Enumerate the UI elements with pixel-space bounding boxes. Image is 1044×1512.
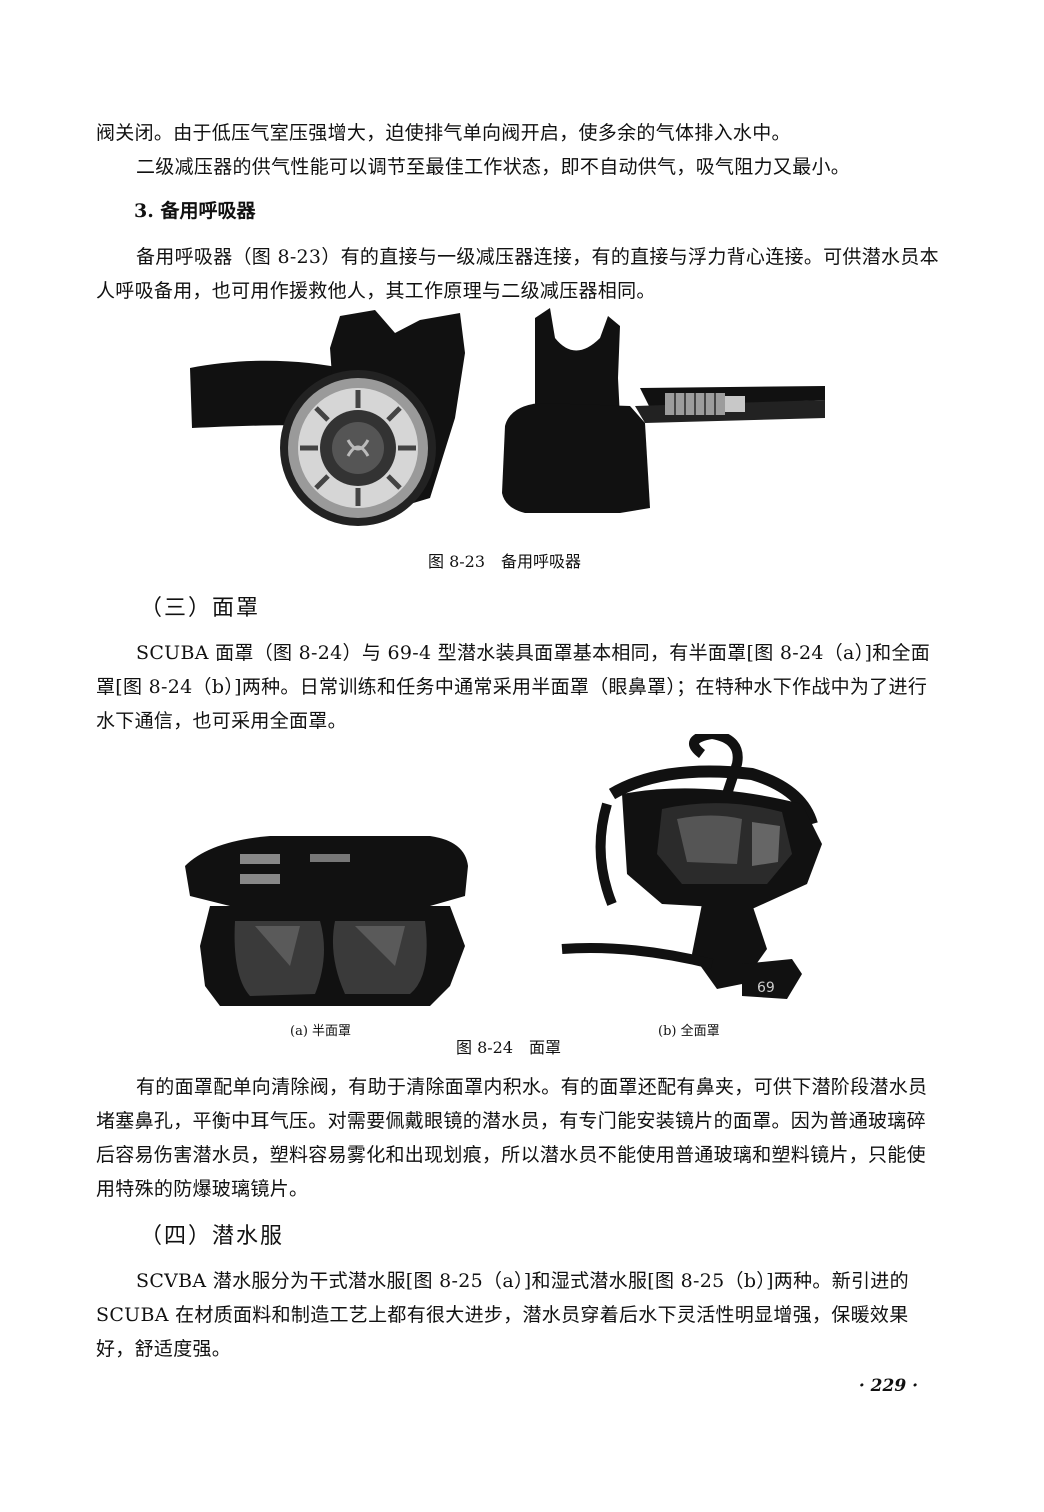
paragraph-mask-features: 有的面罩配单向清除阀，有助于清除面罩内积水。有的面罩还配有鼻夹，可供下潜阶段潜水…: [96, 1076, 928, 1200]
section-heading-diving-suit: （四）潜水服: [140, 1224, 285, 1249]
figure-8-23-caption: 图 8-23 备用呼吸器: [428, 552, 582, 571]
paragraph-backup-regulator: 备用呼吸器（图 8-23）有的直接与一级减压器连接，有的直接与浮力背心连接。可供…: [96, 246, 939, 302]
paragraph-valve: 阀关闭。由于低压气室压强增大，迫使排气单向阀开启，使多余的气体排入水中。: [96, 122, 791, 144]
section-heading-mask: （三）面罩: [140, 596, 261, 621]
heading-backup-regulator: 3. 备用呼吸器: [134, 200, 256, 222]
paragraph-diving-suit: SCVBA 潜水服分为干式潜水服[图 8-25（a）]和湿式潜水服[图 8-25…: [96, 1270, 909, 1360]
paragraph-scuba-mask: SCUBA 面罩（图 8-24）与 69-4 型潜水装具面罩基本相同，有半面罩[…: [96, 642, 931, 732]
figure-8-24a-label: (a) 半面罩: [290, 1024, 352, 1039]
paragraph-second-stage: 二级减压器的供气性能可以调节至最佳工作状态，即不自动供气，吸气阻力又最小。: [136, 156, 851, 178]
page-number: · 229 ·: [858, 1376, 918, 1396]
figure-backup-regulator: [190, 308, 825, 526]
svg-text:69: 69: [757, 980, 775, 996]
figure-full-mask: 69: [561, 734, 822, 999]
figure-half-mask: [185, 836, 468, 1006]
figure-8-24b-label: (b) 全面罩: [658, 1024, 720, 1039]
figure-8-24-caption: 图 8-24 面罩: [456, 1038, 562, 1057]
